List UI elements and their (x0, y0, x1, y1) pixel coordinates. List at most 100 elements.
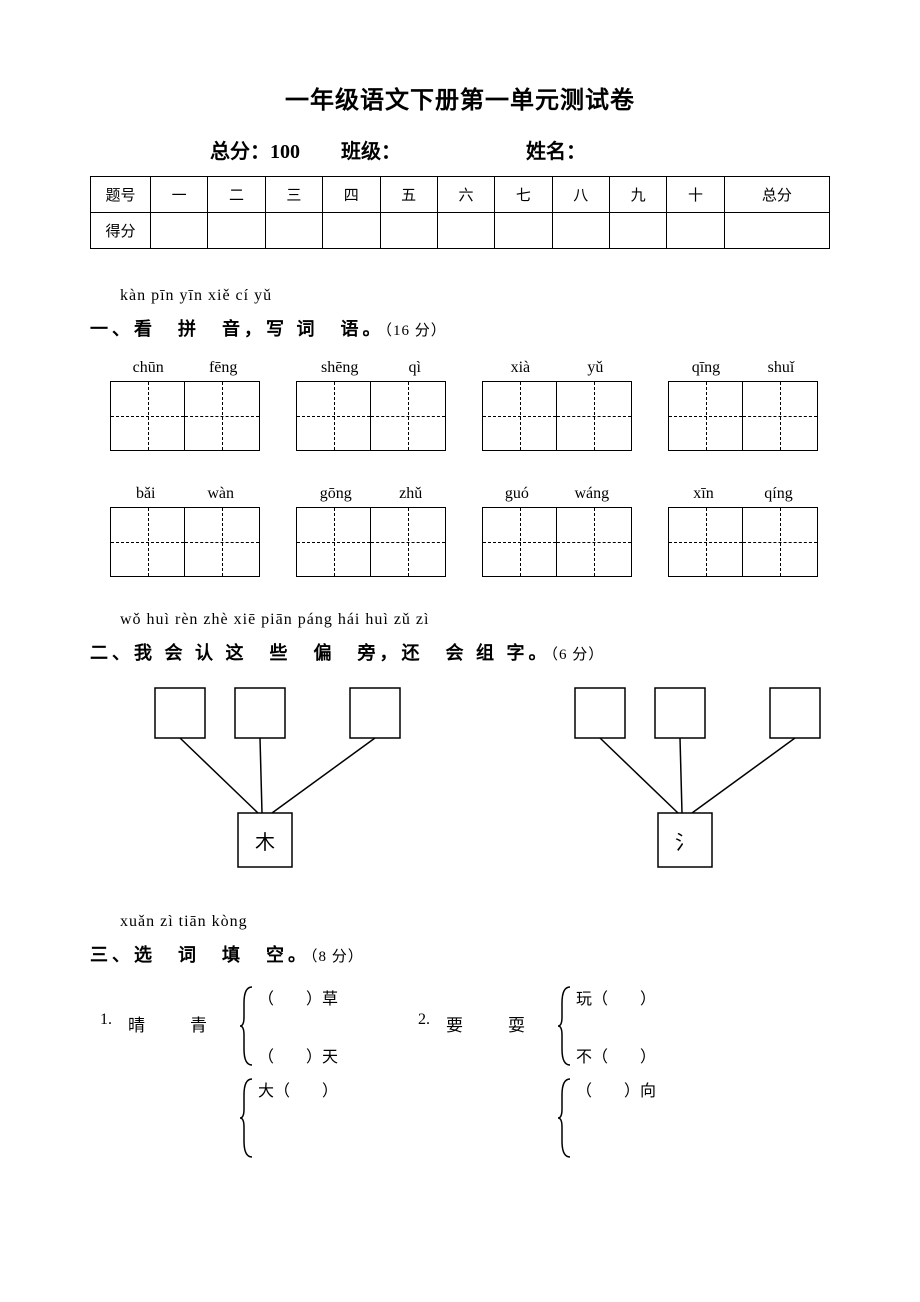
score-cell[interactable] (208, 213, 265, 249)
blank-option[interactable]: 大（ ） (258, 1077, 338, 1101)
s1-points: （16 分） (385, 323, 447, 339)
page-title: 一年级语文下册第一单元测试卷 (90, 80, 830, 115)
s2-points: （6 分） (551, 647, 605, 663)
pinyin-pair: guó wáng (482, 485, 632, 503)
pinyin-pair: xīnqíng (668, 485, 818, 503)
char-box-pair[interactable] (668, 507, 818, 577)
s3-body: 1. 晴 青 （ ）草 （ ）天 2. 要 耍 玩（ ） 不（ ） (100, 985, 830, 1159)
left-brace-icon (556, 1077, 574, 1159)
pinyin-pair: shēng qì (296, 359, 446, 377)
col-header: 八 (552, 177, 609, 213)
pinyin: yǔ (587, 359, 603, 377)
q-chars: 要 耍 (446, 985, 556, 1036)
s3-row: 1. 晴 青 （ ）草 （ ）天 2. 要 耍 玩（ ） 不（ ） (100, 985, 830, 1067)
s2-heading-text: 二、我 会 认 这 些 偏 旁，还 会 组 字。 (90, 643, 551, 663)
q-num: 1. (100, 985, 128, 1029)
score-cell[interactable] (437, 213, 494, 249)
s1-heading: 一、看 拼 音，写 词 语。（16 分） (90, 315, 830, 341)
col-header: 四 (323, 177, 380, 213)
row-label: 得分 (91, 213, 151, 249)
pinyin-pair: qīngshuǐ (668, 359, 818, 377)
s1-heading-text: 一、看 拼 音，写 词 语。 (90, 319, 385, 339)
q-chars (446, 1077, 556, 1103)
s3-heading-text: 三、选 词 填 空。 (90, 945, 310, 965)
name-label: 姓名： (526, 135, 586, 164)
pinyin-pair: gōngzhǔ (296, 485, 446, 503)
char-box-pair[interactable] (668, 381, 818, 451)
s1-pinyin: kàn pīn yīn xiě cí yǔ (120, 287, 830, 305)
pinyin: wàn (207, 485, 234, 503)
score-cell[interactable] (265, 213, 322, 249)
pinyin: wáng (575, 485, 610, 503)
tree-root-1: 木 (255, 831, 275, 854)
col-header: 十 (667, 177, 724, 213)
class-label: 班级： (341, 135, 401, 164)
s3-heading: 三、选 词 填 空。（8 分） (90, 941, 830, 967)
char-box-pair[interactable] (296, 507, 446, 577)
bracket-block: （ ）草 （ ）天 (238, 985, 338, 1067)
q-num (100, 1077, 128, 1103)
total-label: 总分： (210, 135, 270, 164)
pinyin-pair: xià yǔ (482, 359, 632, 377)
blank-option[interactable]: 玩（ ） (576, 985, 656, 1009)
col-header: 五 (380, 177, 437, 213)
s1-boxes-row1 (110, 381, 830, 451)
total-value: 100 (270, 141, 300, 164)
blank-option[interactable]: （ ）天 (258, 1043, 338, 1067)
blank-option[interactable]: （ ）向 (576, 1077, 656, 1101)
s3-pinyin: xuǎn zì tiān kòng (120, 913, 830, 931)
score-cell[interactable] (667, 213, 724, 249)
pinyin: qíng (764, 485, 792, 503)
col-header: 总分 (724, 177, 829, 213)
bracket-block: 玩（ ） 不（ ） (556, 985, 656, 1067)
col-header: 六 (437, 177, 494, 213)
char-box-pair[interactable] (482, 381, 632, 451)
pinyin: guó (505, 485, 529, 503)
score-cell[interactable] (151, 213, 208, 249)
score-cell[interactable] (552, 213, 609, 249)
pinyin: fēng (209, 359, 237, 377)
q-num: 2. (418, 985, 446, 1029)
table-row: 题号 一 二 三 四 五 六 七 八 九 十 总分 (91, 177, 830, 213)
pinyin: bǎi (136, 485, 156, 503)
pinyin: gōng (320, 485, 352, 503)
left-brace-icon (238, 985, 256, 1067)
s3-row-partial: 大（ ） （ ）向 (100, 1077, 830, 1159)
table-row: 得分 (91, 213, 830, 249)
left-brace-icon (238, 1077, 256, 1159)
s1-pinyin-row1: chūnfēng shēngqì xiàyǔ qīngshuǐ (110, 359, 830, 377)
q-chars: 晴 青 (128, 985, 238, 1036)
pinyin: qì (408, 359, 420, 377)
pinyin: xià (511, 359, 531, 377)
col-header: 七 (495, 177, 552, 213)
blank-option[interactable]: 不（ ） (576, 1043, 656, 1067)
left-brace-icon (556, 985, 574, 1067)
col-header: 一 (151, 177, 208, 213)
s3-points: （8 分） (310, 949, 364, 965)
score-cell[interactable] (724, 213, 829, 249)
score-table: 题号 一 二 三 四 五 六 七 八 九 十 总分 得分 (90, 176, 830, 249)
score-cell[interactable] (495, 213, 552, 249)
blank-option[interactable]: （ ）草 (258, 985, 338, 1009)
s2-trees: 木 氵 (150, 683, 830, 873)
char-box-pair[interactable] (110, 507, 260, 577)
char-box-pair[interactable] (482, 507, 632, 577)
bracket-block: （ ）向 (556, 1077, 656, 1159)
pinyin: shēng (321, 359, 358, 377)
s2-heading: 二、我 会 认 这 些 偏 旁，还 会 组 字。（6 分） (90, 639, 830, 665)
tree-diagram-1: 木 (150, 683, 410, 873)
bracket-block: 大（ ） (238, 1077, 338, 1159)
score-cell[interactable] (323, 213, 380, 249)
q-num (418, 1077, 446, 1103)
char-box-pair[interactable] (296, 381, 446, 451)
tree-root-2: 氵 (675, 832, 695, 854)
tree-diagram-2: 氵 (570, 683, 830, 873)
q-chars (128, 1077, 238, 1103)
score-cell[interactable] (610, 213, 667, 249)
s1-boxes-row2 (110, 507, 830, 577)
pinyin-pair: bǎi wàn (110, 485, 260, 503)
pinyin: qīng (692, 359, 720, 377)
score-cell[interactable] (380, 213, 437, 249)
char-box-pair[interactable] (110, 381, 260, 451)
col-header: 二 (208, 177, 265, 213)
